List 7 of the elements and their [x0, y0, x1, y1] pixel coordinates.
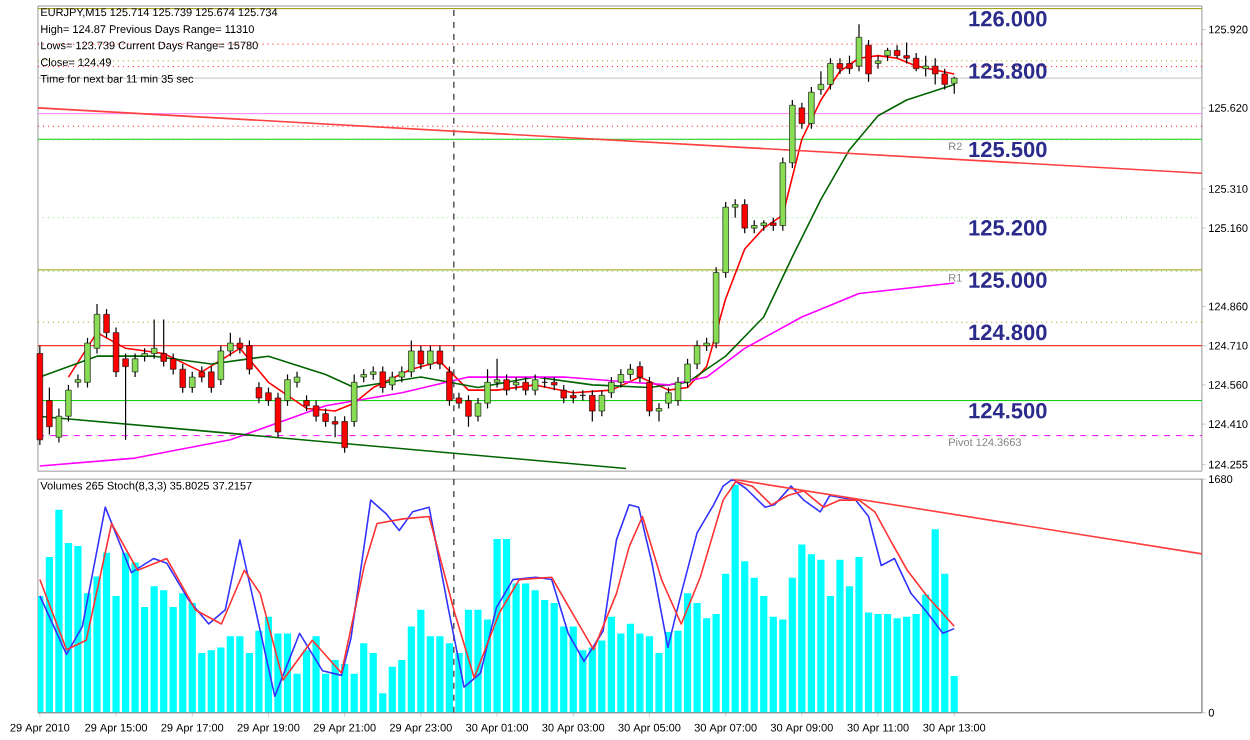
annotation: 124.800 — [969, 324, 1047, 340]
annotation: 124.500 — [969, 402, 1047, 419]
annotation: 126.000 — [969, 10, 1047, 27]
annotation: 125.800 — [969, 63, 1047, 79]
annotation: 125.200 — [969, 219, 1047, 236]
annotation: 125.000 — [969, 272, 1047, 288]
annotation: 125.500 — [969, 141, 1047, 158]
